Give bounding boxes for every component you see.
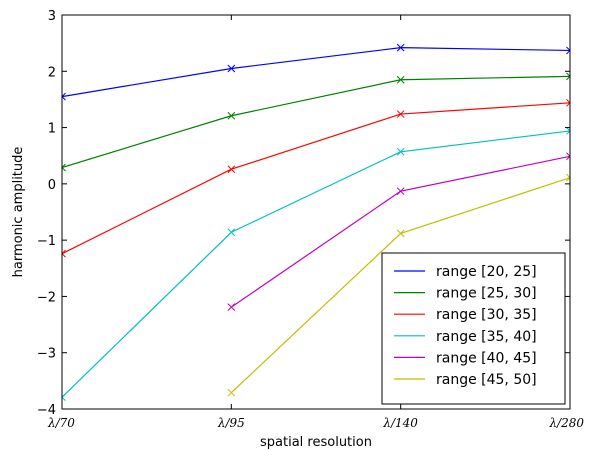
data-point-marker: [396, 43, 405, 52]
data-point-marker: [566, 98, 570, 107]
series: [62, 98, 570, 258]
data-point-marker: [227, 111, 236, 120]
y-tick-label: 0: [48, 178, 56, 193]
data-point-marker: [62, 163, 66, 172]
legend-label: range [20, 25]: [436, 264, 537, 280]
x-tick-label: λ/280: [548, 416, 584, 430]
legend-label: range [35, 40]: [436, 329, 537, 345]
y-tick-label: 1: [48, 122, 56, 137]
series-line: [62, 75, 570, 169]
series: [62, 72, 570, 172]
data-point-marker: [566, 152, 570, 161]
data-point-marker: [566, 127, 570, 135]
plot-frame: [61, 14, 571, 410]
series-line: [62, 102, 570, 255]
x-axis-label: spatial resolution: [260, 435, 372, 450]
data-point-marker: [62, 249, 66, 258]
series: [62, 43, 570, 101]
data-point-marker: [227, 228, 236, 237]
data-point-marker: [566, 173, 570, 182]
series: [227, 173, 570, 397]
legend-label: range [30, 35]: [436, 307, 537, 323]
y-tick-label: −1: [37, 234, 56, 249]
data-point-marker: [396, 110, 405, 118]
axis-layer: −4 −3 −2 −1 0 1 2 3 λ/70 λ/95 λ/140 λ/280: [37, 9, 585, 430]
y-tick-label: −3: [37, 347, 56, 362]
data-point-marker: [227, 165, 236, 174]
y-tick-label: 3: [48, 9, 56, 24]
x-tick-label: λ/140: [382, 416, 418, 430]
data-point-marker: [566, 72, 570, 81]
series: [62, 127, 570, 402]
series-line: [62, 130, 570, 398]
y-tick-label: −4: [37, 403, 56, 418]
data-point-marker: [62, 92, 66, 101]
data-point-marker: [396, 75, 405, 84]
series-line: [62, 47, 570, 98]
legend-label: range [45, 50]: [436, 372, 537, 388]
y-tick-label: 2: [48, 65, 56, 80]
series-layer: [62, 43, 570, 402]
x-tick-label: λ/95: [217, 416, 245, 430]
legend-label: range [25, 30]: [436, 286, 537, 302]
data-point-marker: [396, 229, 405, 238]
data-point-marker: [566, 46, 570, 55]
data-point-marker: [396, 147, 405, 156]
y-axis-label: harmonic amplitude: [11, 147, 26, 278]
series: [227, 152, 570, 311]
y-tick-label: −2: [37, 290, 56, 305]
legend: range [20, 25] range [25, 30] range [30, 3…: [381, 252, 566, 405]
data-point-marker: [227, 64, 236, 73]
data-point-marker: [62, 393, 66, 402]
data-point-marker: [396, 187, 405, 196]
legend-label: range [40, 45]: [436, 350, 537, 366]
data-point-marker: [227, 303, 236, 311]
x-tick-label: λ/70: [47, 416, 75, 430]
data-point-marker: [227, 388, 236, 397]
